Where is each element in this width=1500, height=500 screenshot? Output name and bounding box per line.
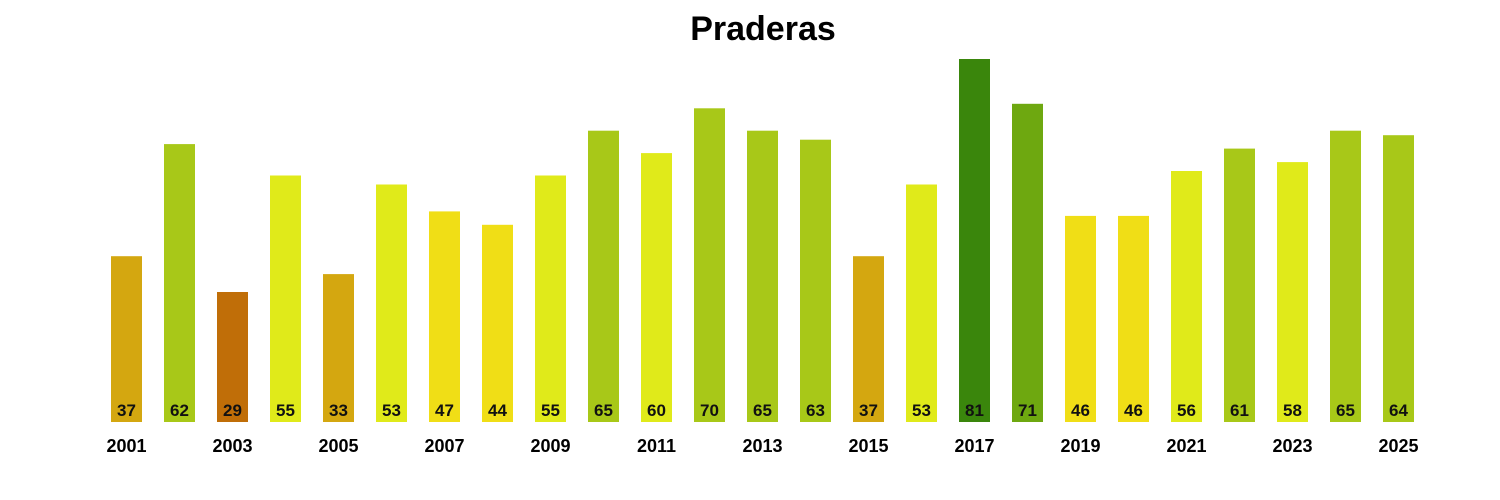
bar-2002	[164, 144, 195, 422]
value-label-2017: 81	[965, 401, 984, 420]
value-label-2011: 60	[647, 401, 666, 420]
bar-2004	[270, 175, 301, 422]
value-label-2008: 44	[488, 401, 507, 420]
value-label-2001: 37	[117, 401, 136, 420]
bar-2025	[1383, 135, 1414, 422]
chart-title: Praderas	[690, 10, 836, 48]
bar-2023	[1277, 162, 1308, 422]
x-tick-label-2003: 2003	[212, 436, 252, 456]
value-label-2005: 33	[329, 401, 348, 420]
value-label-2010: 65	[594, 401, 613, 420]
value-label-2014: 63	[806, 401, 825, 420]
bar-2022	[1224, 148, 1255, 422]
value-label-2025: 64	[1389, 401, 1408, 420]
value-label-2003: 29	[223, 401, 242, 420]
x-tick-label-2009: 2009	[530, 436, 570, 456]
x-tick-label-2007: 2007	[424, 436, 464, 456]
value-label-2020: 46	[1124, 401, 1143, 420]
x-tick-label-2013: 2013	[742, 436, 782, 456]
bar-2018	[1012, 103, 1043, 423]
value-label-2009: 55	[541, 401, 560, 420]
bar-2013	[747, 130, 778, 422]
bar-2010	[588, 130, 619, 422]
value-label-2022: 61	[1230, 401, 1249, 420]
bar-2019	[1065, 215, 1096, 422]
bar-2021	[1171, 171, 1202, 422]
value-label-2015: 37	[859, 401, 878, 420]
value-label-2013: 65	[753, 401, 772, 420]
value-label-2019: 46	[1071, 401, 1090, 420]
value-label-2024: 65	[1336, 401, 1355, 420]
x-tick-label-2021: 2021	[1166, 436, 1206, 456]
bar-2001	[111, 256, 142, 422]
x-tick-label-2023: 2023	[1272, 436, 1312, 456]
bar-2007	[429, 211, 460, 422]
value-label-2006: 53	[382, 401, 401, 420]
bar-2015	[853, 256, 884, 422]
value-label-2021: 56	[1177, 401, 1196, 420]
bar-2020	[1118, 215, 1149, 422]
value-label-2007: 47	[435, 401, 454, 420]
bar-2003	[217, 292, 248, 422]
x-tick-label-2025: 2025	[1378, 436, 1418, 456]
bar-2009	[535, 175, 566, 422]
bar-2017	[959, 59, 990, 422]
bar-2012	[694, 108, 725, 423]
bar-2005	[323, 274, 354, 422]
value-label-2002: 62	[170, 401, 189, 420]
value-label-2004: 55	[276, 401, 295, 420]
bar-2008	[482, 224, 513, 422]
bar-2024	[1330, 130, 1361, 422]
x-tick-label-2005: 2005	[318, 436, 358, 456]
value-label-2023: 58	[1283, 401, 1302, 420]
x-tick-label-2001: 2001	[106, 436, 146, 456]
bar-2016	[906, 184, 937, 422]
x-tick-label-2017: 2017	[954, 436, 994, 456]
value-label-2012: 70	[700, 401, 719, 420]
bar-2006	[376, 184, 407, 422]
bar-2014	[800, 139, 831, 422]
x-tick-label-2015: 2015	[848, 436, 888, 456]
value-label-2018: 71	[1018, 401, 1037, 420]
x-tick-label-2011: 2011	[637, 436, 676, 456]
value-label-2016: 53	[912, 401, 931, 420]
bar-2011	[641, 153, 672, 422]
x-tick-label-2019: 2019	[1060, 436, 1100, 456]
